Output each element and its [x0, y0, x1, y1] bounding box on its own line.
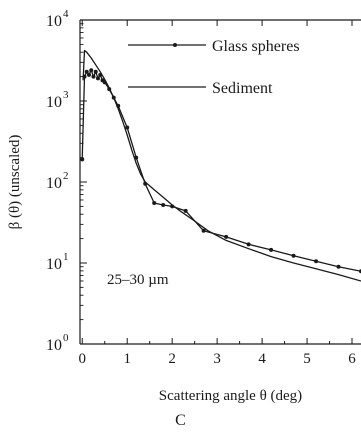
legend-label: Sediment: [212, 80, 273, 97]
y-axis-title: β (θ) (unscaled): [7, 135, 23, 230]
y-tick-exponent: 0: [63, 332, 69, 344]
y-tick-label: 10: [46, 175, 62, 192]
data-point: [91, 74, 96, 79]
x-tick-label: 4: [258, 351, 266, 367]
data-point: [336, 264, 341, 269]
data-point: [89, 68, 94, 73]
data-point: [84, 69, 89, 74]
y-tick-exponent: 4: [63, 8, 69, 20]
data-point: [80, 157, 85, 162]
y-tick-exponent: 3: [63, 89, 69, 101]
data-point: [183, 208, 188, 213]
y-tick-label: 10: [46, 337, 62, 354]
size-annotation: 25–30 µm: [107, 272, 169, 288]
data-point: [201, 228, 206, 233]
data-point: [224, 234, 229, 239]
y-tick-label: 10: [46, 256, 62, 273]
data-point: [291, 253, 296, 258]
data-point: [152, 201, 157, 206]
x-tick-label: 1: [123, 351, 131, 367]
legend-marker: [173, 43, 177, 47]
legend-label: Glass spheres: [212, 38, 300, 55]
series-line-glass-spheres: [81, 69, 361, 272]
data-point: [125, 125, 130, 130]
x-tick-label: 5: [303, 351, 311, 367]
data-point: [314, 259, 319, 264]
series-line-sediment: [82, 49, 361, 282]
x-axis-title: Scattering angle θ (deg): [159, 388, 302, 404]
y-tick-exponent: 2: [63, 170, 69, 182]
data-point: [269, 247, 274, 252]
y-tick-exponent: 1: [63, 251, 69, 263]
x-tick-label: 6: [348, 351, 356, 367]
data-point: [86, 72, 91, 77]
y-tick-label: 10: [46, 94, 62, 111]
x-tick-label: 3: [213, 351, 221, 367]
panel-label: C: [175, 412, 186, 429]
data-point: [93, 69, 98, 74]
x-tick-label: 0: [78, 351, 86, 367]
data-point: [95, 76, 100, 81]
x-tick-label: 2: [168, 351, 176, 367]
data-point: [246, 242, 251, 247]
y-tick-label: 10: [46, 13, 62, 30]
data-point: [161, 203, 166, 208]
